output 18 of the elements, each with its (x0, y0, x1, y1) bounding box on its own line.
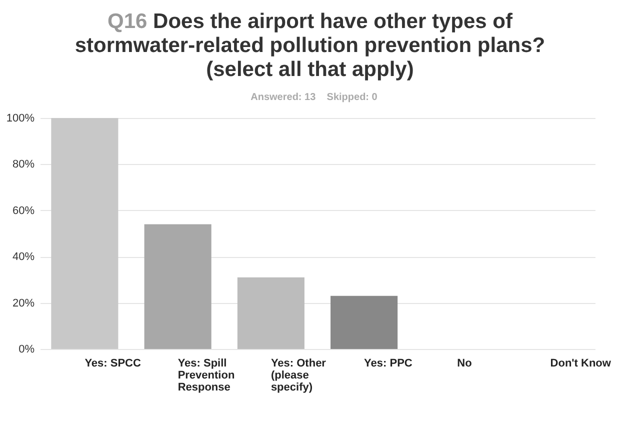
y-tick-label: 100% (6, 112, 35, 124)
x-tick-label: Yes: SPCC (84, 358, 141, 370)
bar (237, 277, 304, 349)
x-tick-label: Yes: Spill Prevention Response (178, 358, 235, 394)
y-tick-label: 20% (12, 297, 35, 310)
x-tick-label: No (457, 358, 472, 370)
chart-subtitle: Answered: 13 Skipped: 0 (250, 92, 378, 103)
bar (144, 224, 212, 349)
y-tick-label: 40% (12, 251, 35, 264)
y-tick-label: 60% (12, 204, 35, 217)
x-tick-label: Yes: Other (please specify) (270, 358, 327, 394)
x-tick-label: Yes: PPC (364, 358, 412, 370)
chart-title: Q16 Does the airport have other types of stormwater-related pollution prevention plans? (select all that apply) (74, 10, 546, 82)
bar (330, 296, 398, 349)
y-tick-label: 0% (18, 344, 35, 356)
x-tick-label: Don't Know (550, 358, 612, 370)
bar (51, 118, 118, 349)
y-tick-label: 80% (12, 158, 35, 171)
